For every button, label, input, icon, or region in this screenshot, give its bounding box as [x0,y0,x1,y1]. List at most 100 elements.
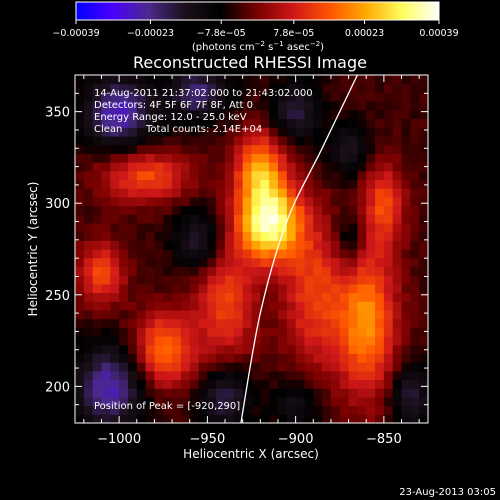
heatmap-cell [163,170,173,180]
heatmap-cell [198,127,208,137]
heatmap-cell [145,414,156,423]
y-tick-label: 250 [45,289,70,304]
heatmap-cell [163,405,173,415]
heatmap-cell [260,396,270,407]
heatmap-cell [410,266,420,276]
heatmap-cell [304,92,314,102]
heatmap-cell [419,379,428,389]
heatmap-cell [225,379,235,389]
heatmap-cell [119,83,129,93]
heatmap-cell [233,188,244,198]
heatmap-cell [189,188,200,198]
heatmap-cell [286,196,297,207]
heatmap-cell [277,214,288,224]
heatmap-cell [216,362,226,372]
heatmap-cell [286,370,297,381]
heatmap-cell [180,188,191,198]
heatmap-cell [269,118,279,128]
heatmap-cell [410,214,420,224]
heatmap-cell [269,362,279,372]
heatmap-cell [225,170,235,180]
heatmap-cell [242,83,253,93]
heatmap-cell [375,388,385,398]
heatmap-cell [101,118,111,128]
heatmap-cell [401,396,411,407]
heatmap-cell [357,283,367,294]
heatmap-cell [277,266,288,276]
heatmap-cell [410,275,420,285]
heatmap-cell [198,292,208,302]
heatmap-cell [225,249,235,259]
heatmap-cell [110,118,120,128]
heatmap-cell [172,344,182,354]
heatmap-cell [295,196,306,207]
heatmap-cell [383,109,394,120]
heatmap-cell [330,327,341,337]
heatmap-cell [207,327,217,337]
heatmap-cell [127,362,138,372]
heatmap-cell [242,214,253,224]
heatmap-cell [189,92,200,102]
heatmap-cell [366,379,376,389]
heatmap-cell [269,188,279,198]
heatmap-cell [392,266,403,276]
heatmap-cell [392,240,403,250]
heatmap-cell [277,353,288,363]
heatmap-cell [127,135,138,146]
heatmap-cell [339,370,350,381]
heatmap-cell [339,153,350,163]
heatmap-cell [260,135,270,146]
heatmap-cell [322,196,332,207]
heatmap-cell [277,327,288,337]
heatmap-cell [83,127,94,137]
heatmap-cell [375,405,385,415]
heatmap-cell [163,101,173,111]
heatmap-cell [251,388,261,398]
heatmap-cell [286,75,297,85]
heatmap-cell [286,144,297,154]
heatmap-cell [242,75,253,85]
heatmap-cell [198,353,208,363]
heatmap-cell [269,83,279,93]
heatmap-cell [383,153,394,163]
heatmap-cell [83,327,94,337]
heatmap-cell [392,344,403,354]
heatmap-cell [225,362,235,372]
heatmap-cell [295,353,306,363]
heatmap-cell [392,205,403,215]
heatmap-cell [180,405,191,415]
heatmap-cell [375,135,385,146]
heatmap-cell [392,170,403,180]
heatmap-cell [136,196,147,207]
heatmap-cell [154,135,164,146]
heatmap-cell [295,170,306,180]
heatmap-cell [375,144,385,154]
heatmap-cell [401,292,411,302]
heatmap-cell [75,222,85,233]
heatmap-cell [233,162,244,172]
heatmap-cell [198,301,208,311]
heatmap-cell [163,83,173,93]
heatmap-cell [180,205,191,215]
heatmap-cell [277,318,288,328]
heatmap-cell [348,83,358,93]
heatmap-cell [357,344,367,354]
heatmap-cell [366,301,376,311]
heatmap-cell [375,101,385,111]
heatmap-cell [383,196,394,207]
heatmap-cell [260,188,270,198]
heatmap-cell [339,101,350,111]
heatmap-cell [145,101,156,111]
heatmap-cell [145,249,156,259]
heatmap-cell [357,92,367,102]
heatmap-cell [269,162,279,172]
heatmap-cell [172,109,182,120]
heatmap-cell [207,318,217,328]
heatmap-cell [286,292,297,302]
heatmap-cell [251,240,261,250]
heatmap-cell [136,396,147,407]
heatmap-cell [304,170,314,180]
heatmap-cell [277,292,288,302]
heatmap-cell [83,222,94,233]
heatmap-cell [383,188,394,198]
